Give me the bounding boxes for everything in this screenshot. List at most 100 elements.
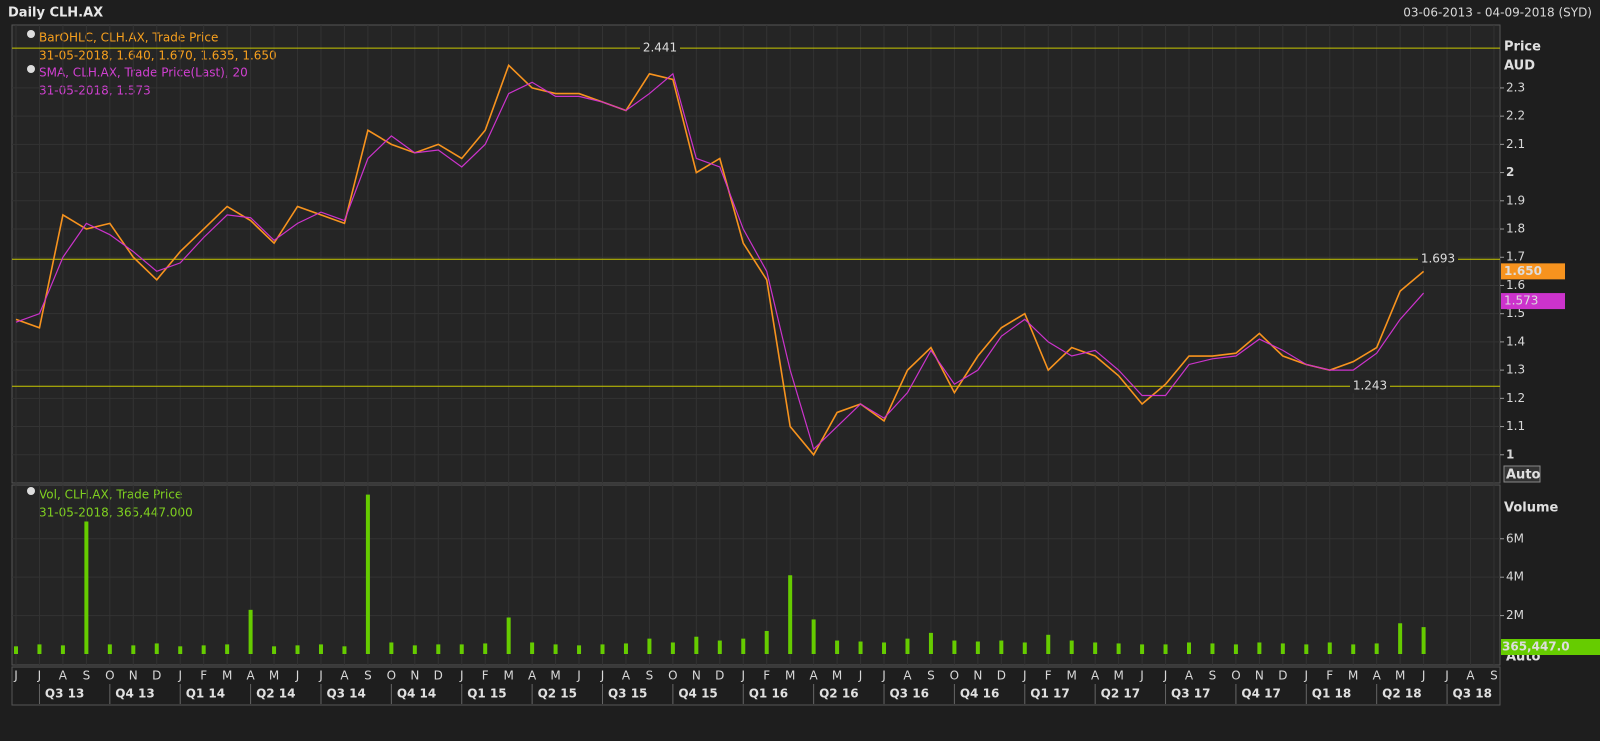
y-tick-label: 1.6: [1506, 278, 1525, 292]
x-tick-label: S: [646, 669, 654, 683]
volume-bar: [670, 642, 675, 654]
volume-bar: [506, 617, 511, 654]
volume-bar: [952, 640, 957, 654]
volume-bar: [600, 644, 605, 654]
x-tick-label: N: [973, 669, 982, 683]
volume-axis-label: Volume: [1504, 501, 1559, 516]
price-line: [15, 72, 1425, 451]
x-tick-label: A: [903, 669, 912, 683]
volume-bar: [389, 642, 394, 654]
volume-bar: [1280, 643, 1285, 654]
x-tick-label: S: [83, 669, 91, 683]
x-tick-label: M: [1395, 669, 1405, 683]
volume-bar: [999, 640, 1004, 654]
x-tick-label: J: [318, 669, 323, 683]
x-tick-label: A: [340, 669, 349, 683]
x-tick-label: M: [1348, 669, 1358, 683]
y-tick-label: 2.3: [1506, 80, 1525, 94]
x-tick-label: J: [13, 669, 18, 683]
quarter-label: Q3 13: [45, 687, 84, 701]
volume-bar: [436, 644, 441, 654]
volume-bar: [835, 640, 840, 654]
quarter-label: Q4 15: [678, 687, 717, 701]
x-tick-label: M: [550, 669, 560, 683]
x-tick-label: A: [1466, 669, 1475, 683]
auto-label[interactable]: Auto: [1506, 468, 1541, 483]
quarter-label: Q2 16: [819, 687, 858, 701]
x-tick-label: N: [1255, 669, 1264, 683]
volume-bar: [342, 646, 347, 654]
reference-label: 1.243: [1353, 379, 1387, 393]
volume-bar: [107, 644, 112, 654]
quarter-label: Q4 14: [397, 687, 436, 701]
x-tick-label: M: [1067, 669, 1077, 683]
volume-bar: [60, 645, 65, 654]
quarter-label: Q2 15: [538, 687, 577, 701]
x-tick-label: A: [1185, 669, 1194, 683]
volume-bar: [1304, 644, 1309, 654]
y-tick-label: 1.2: [1506, 391, 1525, 405]
price-tag: [1501, 263, 1565, 280]
legend-icon: [27, 30, 35, 38]
legend-sma-values: 31-05-2018, 1.573: [39, 84, 151, 98]
x-tick-label: J: [1139, 669, 1144, 683]
price-axis-label: Price: [1504, 40, 1541, 55]
x-tick-label: N: [129, 669, 138, 683]
y-tick-label: 1.8: [1506, 222, 1525, 236]
x-tick-label: A: [246, 669, 255, 683]
x-tick-label: A: [810, 669, 819, 683]
x-tick-label: M: [832, 669, 842, 683]
volume-bar: [295, 645, 300, 654]
volume-bar: [1140, 644, 1145, 654]
volume-bar: [1093, 642, 1098, 654]
volume-tag: [1501, 639, 1600, 655]
x-tick-label: A: [59, 669, 68, 683]
x-tick-label: M: [503, 669, 513, 683]
x-tick-label: S: [364, 669, 372, 683]
volume-bar: [1257, 642, 1262, 654]
x-tick-label: J: [740, 669, 745, 683]
legend-icon: [27, 487, 35, 495]
volume-bar: [928, 632, 933, 654]
volume-bar: [154, 643, 159, 654]
volume-bar: [788, 575, 793, 654]
volume-bar: [553, 644, 558, 654]
volume-bar: [858, 641, 863, 654]
volume-bar: [365, 494, 370, 654]
volume-bar: [577, 645, 582, 654]
volume-bar: [1398, 623, 1403, 654]
quarter-label: Q1 14: [186, 687, 225, 701]
x-tick-label: D: [152, 669, 161, 683]
y2-tick-label: 4M: [1506, 570, 1524, 584]
volume-bar: [530, 642, 535, 654]
y-tick-label: 1.1: [1506, 419, 1525, 433]
x-tick-label: F: [200, 669, 207, 683]
quarter-label: Q1 18: [1312, 687, 1351, 701]
auto-button[interactable]: [1503, 465, 1541, 483]
x-tick-label: S: [927, 669, 935, 683]
quarter-label: Q1 17: [1030, 687, 1069, 701]
volume-bar: [1421, 627, 1426, 654]
volume-bar: [1351, 644, 1356, 654]
x-tick-label: J: [858, 669, 863, 683]
reference-label-bg: [1418, 252, 1458, 267]
x-tick-label: M: [785, 669, 795, 683]
reference-label-bg: [640, 41, 680, 56]
x-tick-label: J: [576, 669, 581, 683]
x-tick-label: J: [1444, 669, 1449, 683]
volume-bar: [1046, 634, 1051, 654]
volume-bar: [248, 609, 253, 654]
y-tick-label: 2.2: [1506, 109, 1525, 123]
x-tick-label: J: [1163, 669, 1168, 683]
legend-icon: [27, 65, 35, 73]
volume-bar: [272, 646, 277, 654]
y-tick-label: 1.3: [1506, 363, 1525, 377]
volume-tag-label: 365,447.0: [1502, 640, 1570, 654]
volume-bar: [623, 643, 628, 654]
x-tick-label: N: [692, 669, 701, 683]
legend-volume: Vol, CLH.AX, Trade Price: [39, 488, 182, 502]
quarter-label: Q2 14: [256, 687, 295, 701]
volume-bar: [694, 636, 699, 654]
volume-bar: [811, 619, 816, 654]
x-tick-label: J: [1421, 669, 1426, 683]
